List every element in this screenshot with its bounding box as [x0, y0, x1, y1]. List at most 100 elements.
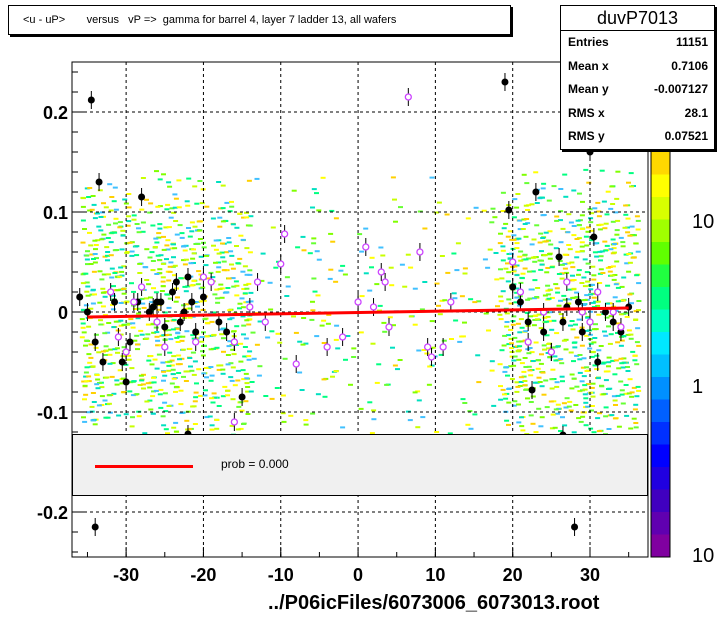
density-cell — [616, 367, 622, 370]
density-cell — [514, 242, 520, 245]
density-cell — [234, 245, 239, 247]
data-point-filled — [192, 328, 200, 336]
density-cell — [174, 385, 180, 388]
density-cell — [566, 262, 571, 265]
density-cell — [140, 177, 146, 179]
density-cell — [224, 291, 230, 294]
density-cell — [102, 332, 108, 335]
density-cell — [523, 258, 529, 261]
density-cell — [187, 347, 193, 350]
density-cell — [135, 348, 140, 351]
stats-value: 0.7106 — [671, 58, 708, 73]
density-cell — [338, 269, 344, 272]
data-point-filled — [176, 318, 184, 326]
density-cell — [129, 250, 135, 253]
density-cell — [434, 431, 440, 433]
density-cell — [454, 269, 460, 272]
density-cell — [609, 185, 615, 188]
density-cell — [103, 206, 109, 209]
density-cell — [560, 227, 566, 230]
density-cell — [445, 271, 451, 274]
density-cell — [582, 285, 588, 288]
density-cell — [546, 293, 552, 296]
density-cell — [591, 431, 597, 434]
data-point-open — [253, 278, 262, 286]
x-tick-label: 20 — [503, 565, 523, 585]
density-cell — [190, 334, 196, 337]
density-cell — [84, 366, 90, 369]
density-cell — [125, 224, 131, 227]
density-cell — [550, 413, 556, 416]
density-cell — [230, 267, 236, 270]
density-cell — [505, 374, 510, 377]
density-cell — [627, 293, 633, 296]
density-cell — [155, 339, 161, 342]
stats-value: 28.1 — [684, 105, 708, 120]
density-cell — [591, 274, 597, 277]
density-cell — [228, 376, 234, 379]
density-cell — [113, 217, 119, 220]
density-cell — [210, 276, 216, 279]
density-cell — [620, 366, 626, 369]
density-cell — [227, 210, 233, 213]
density-cell — [97, 189, 103, 192]
density-cell — [208, 348, 214, 351]
density-cell — [120, 229, 126, 232]
density-cell — [558, 430, 563, 432]
density-cell — [427, 365, 433, 368]
density-cell — [503, 267, 509, 270]
density-cell — [367, 289, 373, 292]
density-cell — [596, 210, 602, 213]
density-cell — [497, 363, 503, 366]
density-cell — [211, 392, 217, 395]
density-cell — [126, 193, 132, 195]
density-cell — [192, 225, 198, 228]
density-cell — [584, 271, 590, 274]
density-cell — [549, 296, 555, 299]
density-cell — [115, 351, 120, 354]
density-cell — [602, 240, 608, 243]
density-cell — [371, 418, 377, 421]
density-cell — [465, 217, 471, 220]
density-cell — [204, 254, 209, 257]
density-cell — [498, 295, 504, 298]
density-cell — [93, 248, 98, 251]
density-cell — [182, 285, 188, 288]
density-cell — [581, 303, 587, 306]
density-cell — [86, 375, 92, 378]
density-cell — [547, 356, 553, 359]
density-cell — [171, 243, 176, 246]
density-cell — [514, 247, 520, 250]
data-point-filled — [91, 338, 99, 346]
density-cell — [579, 214, 585, 217]
density-cell — [112, 231, 118, 234]
density-cell — [127, 241, 133, 244]
density-cell — [422, 227, 428, 230]
density-cell — [154, 273, 160, 275]
density-cell — [603, 415, 609, 418]
density-cell — [202, 318, 208, 321]
density-cell — [199, 340, 205, 343]
density-cell — [187, 357, 193, 359]
data-point-open — [122, 348, 130, 356]
density-cell — [134, 254, 140, 257]
density-cell — [576, 273, 581, 276]
density-cell — [86, 380, 92, 383]
density-cell — [106, 322, 112, 324]
density-cell — [231, 285, 237, 288]
density-cell — [270, 226, 276, 229]
density-cell — [101, 233, 107, 236]
density-cell — [173, 421, 179, 424]
density-cell — [81, 331, 87, 334]
density-cell — [571, 288, 577, 291]
density-cell — [568, 324, 573, 327]
density-cell — [619, 393, 625, 396]
density-cell — [191, 279, 197, 282]
density-cell — [154, 367, 160, 370]
density-cell — [129, 425, 135, 428]
density-cell — [537, 241, 543, 244]
data-point-open — [404, 93, 412, 101]
density-cell — [227, 309, 233, 312]
density-cell — [152, 246, 158, 248]
x-tick-label: 30 — [580, 565, 600, 585]
